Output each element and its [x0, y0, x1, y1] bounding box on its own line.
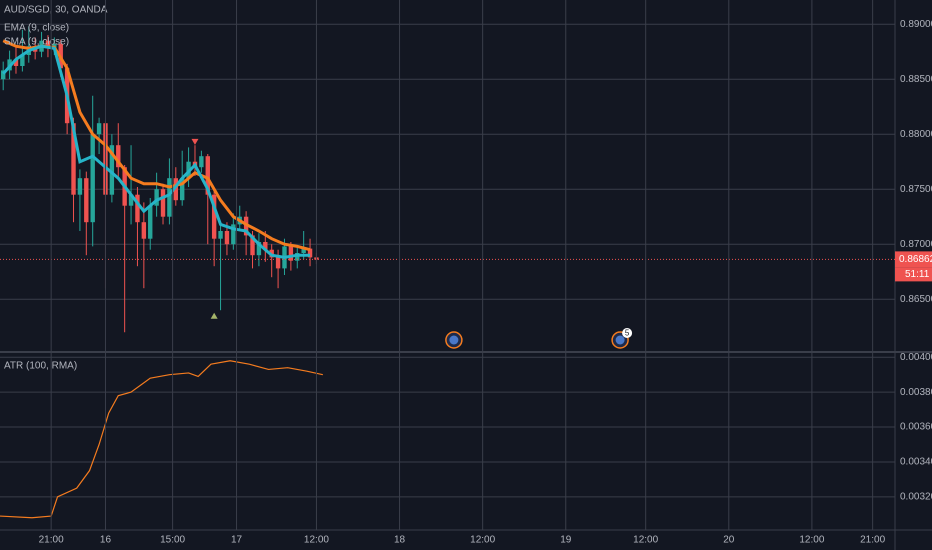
candle-body: [135, 194, 140, 223]
event-count: 5: [625, 329, 630, 338]
candle-body: [45, 40, 51, 49]
candle-body: [218, 231, 223, 239]
candle-body: [109, 145, 115, 195]
y-tick-label: 0.00400: [900, 352, 932, 363]
candle-body: [301, 248, 306, 253]
candle-body: [13, 59, 19, 66]
x-tick-label: 20: [723, 535, 735, 546]
candle-body: [160, 189, 166, 217]
pane-title: AUD/SGD, 30, OANDA: [4, 5, 108, 16]
candle-body: [263, 242, 268, 250]
candle-body: [288, 246, 294, 261]
x-tick-label: 12:00: [304, 535, 329, 546]
last-price-box: [895, 251, 932, 268]
candle-body: [211, 194, 217, 239]
candle-body: [77, 178, 83, 195]
pane: [0, 356, 895, 519]
candle-body: [96, 123, 102, 135]
pane: 5: [0, 23, 895, 349]
candle-body: [173, 178, 179, 201]
candle-body: [275, 257, 281, 269]
candle-body: [84, 178, 89, 223]
x-tick-label: 12:00: [799, 535, 824, 546]
candle-body: [205, 156, 210, 195]
pane-title: ATR (100, RMA): [4, 361, 77, 372]
x-tick-label: 19: [560, 535, 572, 546]
event-flag: [615, 335, 625, 345]
x-tick-label: 18: [394, 535, 406, 546]
signal-marker: [191, 138, 199, 145]
candle-body: [256, 242, 262, 256]
candle-body: [307, 248, 313, 258]
x-tick-label: 12:00: [470, 535, 495, 546]
last-price-label: 0.86862: [899, 254, 932, 265]
x-tick-label: 21:00: [860, 535, 885, 546]
candle-body: [224, 231, 230, 245]
y-tick-label: 0.89000: [900, 19, 932, 30]
candle-body: [295, 253, 300, 261]
x-tick-label: 16: [100, 535, 112, 546]
x-tick-label: 12:00: [633, 535, 658, 546]
candle-body: [141, 222, 147, 239]
x-tick-label: 15:00: [160, 535, 185, 546]
event-badge: [622, 328, 633, 338]
candle-body: [90, 134, 95, 223]
countdown-box: [895, 267, 932, 282]
candle-body: [0, 70, 6, 80]
candle-body: [148, 205, 153, 239]
indicator-line: [2, 44, 311, 259]
legend-entry: SMA (9, close): [4, 37, 69, 48]
legend-entry: EMA (9, close): [4, 23, 69, 34]
atr-line: [0, 360, 323, 519]
candle-body: [128, 194, 134, 206]
x-tick-label: 21:00: [39, 535, 64, 546]
candle-body: [154, 189, 159, 206]
candle-body: [179, 178, 185, 201]
candle-body: [167, 178, 172, 217]
signal-marker: [210, 312, 218, 319]
candle-body: [20, 55, 25, 66]
candle-body: [250, 235, 255, 256]
candle-body: [71, 123, 76, 195]
candle-body: [116, 145, 121, 168]
countdown-label: 51:11: [905, 269, 930, 280]
x-tick-label: 17: [231, 535, 243, 546]
event-flag: [449, 335, 459, 345]
candle-body: [199, 156, 204, 168]
candle-body: [231, 224, 236, 245]
